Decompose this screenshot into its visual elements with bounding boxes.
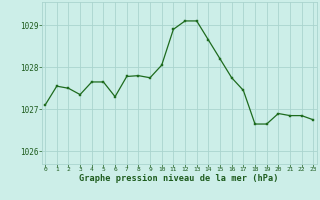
X-axis label: Graphe pression niveau de la mer (hPa): Graphe pression niveau de la mer (hPa) (79, 174, 279, 183)
